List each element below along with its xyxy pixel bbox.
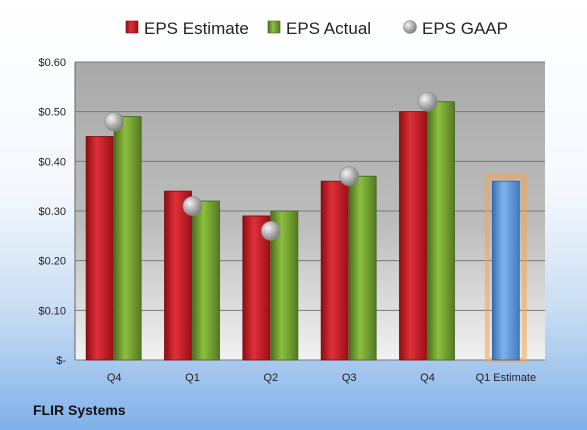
bars (85, 101, 527, 363)
legend-label: EPS GAAP (422, 19, 508, 38)
y-tick-label: $0.60 (38, 57, 66, 69)
y-tick-label: $0.40 (38, 156, 66, 168)
bar-eps-actual (113, 116, 142, 361)
y-tick-label: $- (56, 355, 66, 367)
legend-swatch (267, 20, 281, 34)
y-tick-label: $0.30 (38, 206, 66, 218)
point-eps-gaap (182, 196, 203, 216)
y-axis-ticks: $- $0.10 $0.20 $0.30 $0.40 $0.50 $0.60 (38, 57, 66, 367)
x-tick-label: Q1 Estimate (476, 372, 537, 384)
bar-eps-estimate (164, 190, 192, 361)
company-name: FLIR Systems (33, 402, 126, 418)
x-tick-label: Q4 (420, 372, 435, 384)
point-eps-gaap (339, 166, 359, 187)
bar-eps-estimate (85, 136, 114, 361)
point-eps-gaap (261, 221, 281, 241)
x-tick-label: Q2 (263, 372, 278, 384)
y-tick-label: $0.10 (38, 305, 66, 317)
bar-eps-estimate (242, 215, 271, 361)
y-tick-label: $0.20 (38, 256, 66, 268)
legend-label: EPS Actual (286, 19, 371, 38)
legend-label: EPS Estimate (144, 19, 249, 38)
bar-eps-estimate (399, 111, 427, 361)
x-axis-ticks: Q4 Q1 Q2 Q3 Q4 Q1 Estimate (107, 372, 536, 384)
point-eps-gaap (104, 111, 124, 132)
bar-eps-actual (348, 175, 377, 361)
legend-swatch (403, 20, 417, 34)
point-eps-gaap (417, 91, 438, 112)
legend-swatch (125, 20, 139, 34)
y-tick-label: $0.50 (38, 107, 66, 119)
x-tick-label: Q3 (342, 372, 357, 384)
bar-eps-actual (192, 200, 220, 361)
legend: EPS Estimate EPS Actual EPS GAAP (125, 19, 508, 38)
x-tick-label: Q1 (185, 372, 200, 384)
x-tick-label: Q4 (107, 372, 122, 384)
bar-eps-actual (427, 101, 455, 361)
gridlines (74, 61, 545, 361)
bar-q1-estimate (491, 180, 520, 361)
bar-eps-estimate (320, 180, 349, 361)
gaap-points (104, 91, 438, 241)
